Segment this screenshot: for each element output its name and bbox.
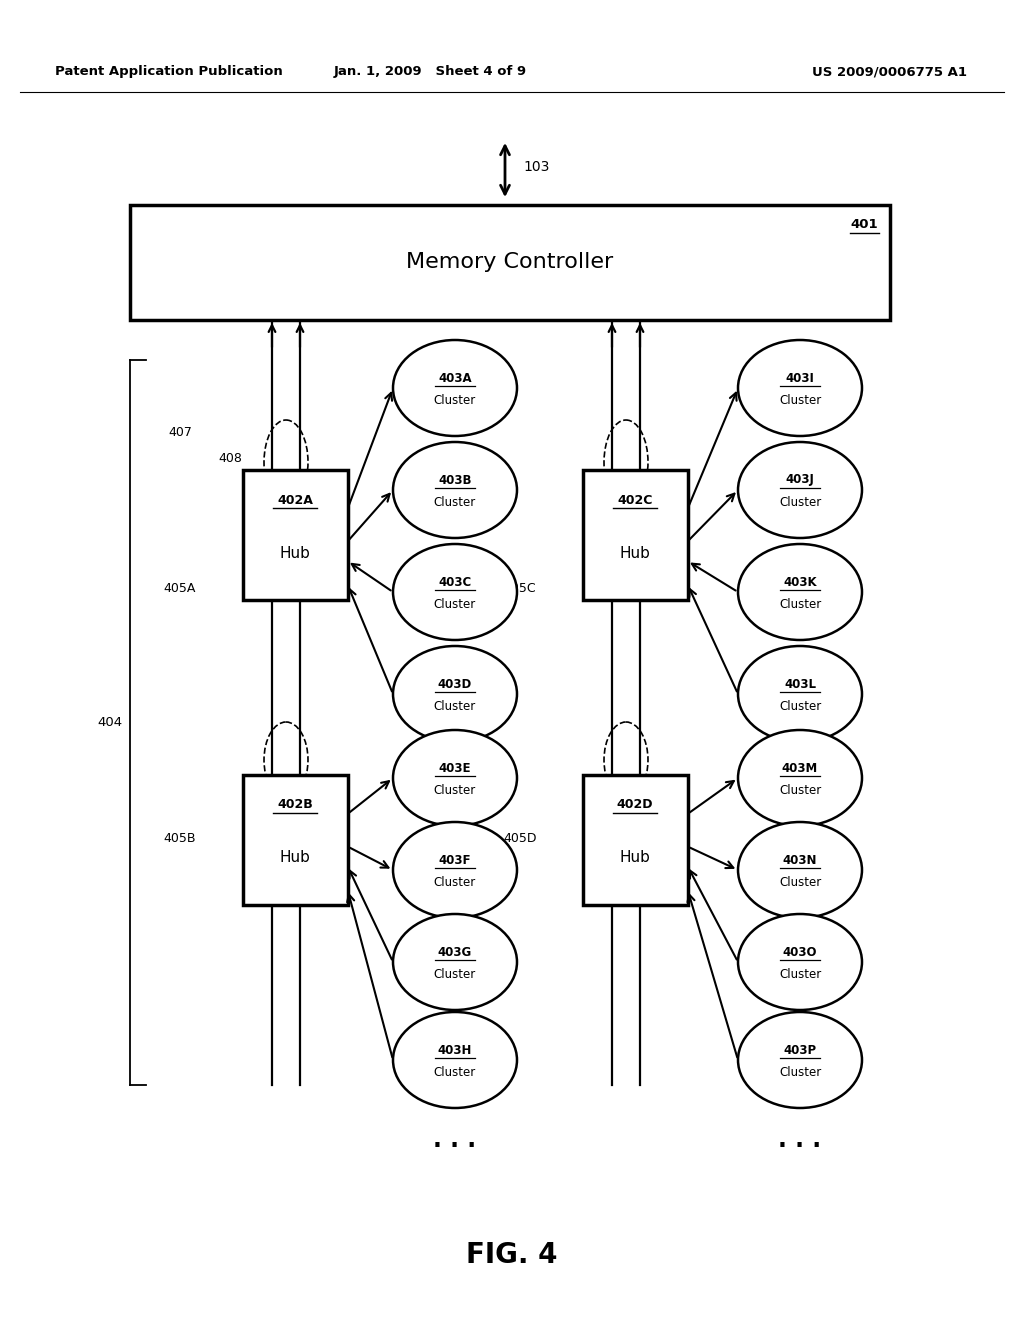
Text: FIG. 4: FIG. 4	[466, 1241, 558, 1269]
Bar	[243, 470, 347, 601]
Ellipse shape	[393, 822, 517, 917]
Text: 404: 404	[97, 715, 122, 729]
Text: Cluster: Cluster	[779, 496, 821, 510]
Text: Cluster: Cluster	[779, 876, 821, 890]
Text: 408: 408	[218, 451, 242, 465]
Bar	[583, 470, 687, 601]
Ellipse shape	[393, 341, 517, 436]
Text: Cluster: Cluster	[434, 876, 476, 890]
Text: Hub: Hub	[280, 545, 310, 561]
Bar	[243, 775, 347, 906]
Text: Cluster: Cluster	[434, 395, 476, 408]
Ellipse shape	[738, 730, 862, 826]
Text: 403F: 403F	[438, 854, 471, 866]
Text: Hub: Hub	[280, 850, 310, 866]
Text: 405B: 405B	[163, 832, 196, 845]
Text: Cluster: Cluster	[779, 784, 821, 797]
Ellipse shape	[738, 544, 862, 640]
Text: Cluster: Cluster	[779, 598, 821, 611]
Ellipse shape	[738, 442, 862, 539]
Text: Patent Application Publication: Patent Application Publication	[55, 66, 283, 78]
Text: 402B: 402B	[278, 799, 313, 812]
Text: 103: 103	[523, 160, 549, 174]
Ellipse shape	[393, 544, 517, 640]
Text: Cluster: Cluster	[779, 1067, 821, 1080]
Text: 403J: 403J	[785, 474, 814, 487]
Ellipse shape	[393, 442, 517, 539]
Text: 402A: 402A	[278, 494, 313, 507]
Ellipse shape	[393, 1012, 517, 1107]
Text: 403L: 403L	[784, 677, 816, 690]
Ellipse shape	[738, 1012, 862, 1107]
Ellipse shape	[738, 913, 862, 1010]
Text: Cluster: Cluster	[779, 395, 821, 408]
Text: 403O: 403O	[782, 945, 817, 958]
Bar	[130, 205, 890, 319]
Ellipse shape	[738, 341, 862, 436]
Text: . . .: . . .	[433, 1129, 476, 1152]
Ellipse shape	[393, 645, 517, 742]
Text: Cluster: Cluster	[434, 784, 476, 797]
Ellipse shape	[393, 730, 517, 826]
Text: 402D: 402D	[616, 799, 653, 812]
Ellipse shape	[393, 913, 517, 1010]
Text: 403C: 403C	[438, 576, 472, 589]
Text: Hub: Hub	[620, 850, 650, 866]
Text: Cluster: Cluster	[434, 496, 476, 510]
Text: 403P: 403P	[783, 1044, 816, 1056]
Text: Cluster: Cluster	[779, 969, 821, 982]
Text: Cluster: Cluster	[434, 598, 476, 611]
Text: 403M: 403M	[782, 762, 818, 775]
Text: . . .: . . .	[778, 1129, 821, 1152]
Text: Jan. 1, 2009   Sheet 4 of 9: Jan. 1, 2009 Sheet 4 of 9	[334, 66, 526, 78]
Text: 403I: 403I	[785, 371, 814, 384]
Text: Cluster: Cluster	[434, 969, 476, 982]
Text: Memory Controller: Memory Controller	[407, 252, 613, 272]
Text: Hub: Hub	[620, 545, 650, 561]
Text: 405A: 405A	[163, 582, 196, 594]
Bar	[583, 775, 687, 906]
Text: 403A: 403A	[438, 371, 472, 384]
Text: 402C: 402C	[617, 494, 652, 507]
Text: 407: 407	[168, 425, 191, 438]
Text: 403N: 403N	[782, 854, 817, 866]
Text: 403B: 403B	[438, 474, 472, 487]
Text: Cluster: Cluster	[434, 701, 476, 714]
Text: 403D: 403D	[438, 677, 472, 690]
Text: 405D: 405D	[503, 832, 537, 845]
Text: 403K: 403K	[783, 576, 817, 589]
Text: Cluster: Cluster	[779, 701, 821, 714]
Ellipse shape	[738, 822, 862, 917]
Text: 401: 401	[850, 219, 878, 231]
Text: US 2009/0006775 A1: US 2009/0006775 A1	[812, 66, 968, 78]
Text: Cluster: Cluster	[434, 1067, 476, 1080]
Text: 403H: 403H	[438, 1044, 472, 1056]
Text: 403E: 403E	[438, 762, 471, 775]
Text: 403G: 403G	[438, 945, 472, 958]
Ellipse shape	[738, 645, 862, 742]
Text: 405C: 405C	[503, 582, 536, 594]
